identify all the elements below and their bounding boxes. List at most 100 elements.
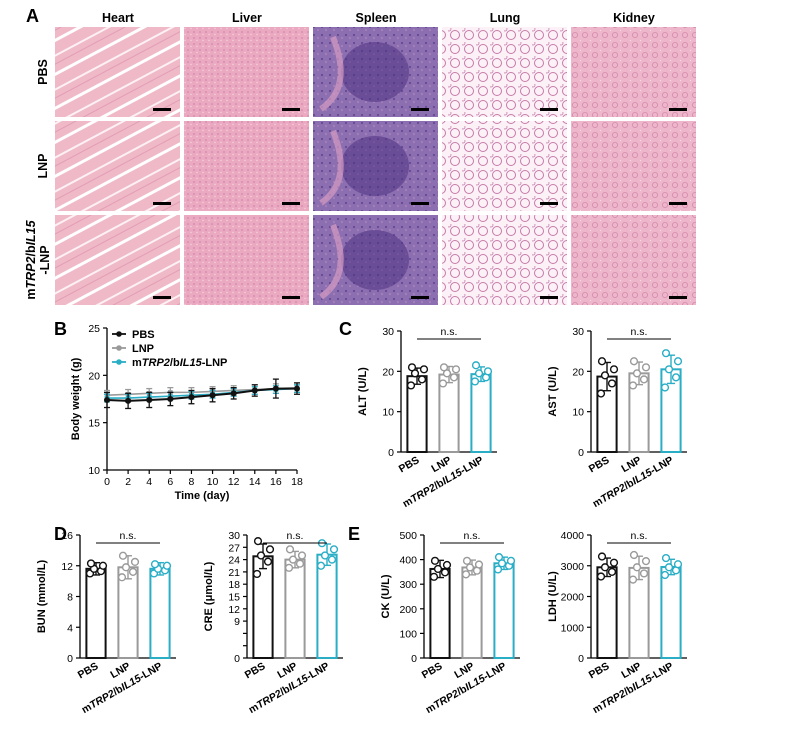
category-label: PBS (587, 660, 612, 681)
scale-bar (669, 296, 687, 299)
y-tick-label: 200 (399, 604, 417, 616)
category-label: PBS (243, 660, 268, 681)
histology-tile-kidney-pbs (571, 27, 696, 117)
scale-bar (540, 108, 558, 111)
body-weight-chart: 10 15 20 25 0 2 4 6 8 10 12 14 16 18 Time (day) Body we… (70, 323, 303, 502)
bar (470, 373, 492, 454)
x-tick-label: 14 (249, 476, 261, 488)
data-point (297, 551, 307, 560)
significance-label: n.s. (631, 530, 648, 542)
data-point (597, 357, 607, 366)
data-point (465, 563, 475, 572)
data-point (597, 552, 607, 561)
data-point (600, 563, 610, 572)
histology-tile-lung-lnp (442, 121, 567, 211)
data-point (440, 568, 450, 577)
histology-tile-spleen-pbs (313, 27, 438, 117)
x-tick-label: 0 (104, 476, 110, 488)
panel-letter-c: C (339, 319, 352, 339)
data-point (117, 573, 127, 582)
spleen-follicle (341, 136, 409, 196)
y-tick-label: 21 (228, 567, 240, 579)
data-point (671, 373, 681, 382)
legend-label: LNP (132, 343, 154, 355)
y-tick-label: 0 (578, 447, 584, 459)
data-point (316, 561, 326, 570)
data-point (162, 561, 172, 570)
data-point (664, 563, 674, 572)
y-tick-label: 27 (228, 542, 240, 554)
data-point (121, 563, 131, 572)
row-label-lnp: LNP (36, 154, 50, 179)
data-point (130, 557, 140, 567)
histology-tile-spleen-treated (313, 215, 438, 305)
data-point (104, 396, 110, 403)
x-axis-title: Time (day) (175, 490, 230, 502)
data-point (442, 560, 452, 570)
data-point (673, 357, 683, 366)
scale-bar (669, 202, 687, 205)
row-label-treated: mTRP2/bIL15 (24, 219, 38, 299)
histology-grid: Heart Liver Spleen Lung Kidney PBS LNP mTR… (24, 11, 696, 305)
bar (493, 562, 515, 659)
data-point (461, 570, 471, 579)
tile-fill (571, 121, 696, 211)
data-point (439, 363, 449, 372)
data-point (256, 551, 266, 560)
bar (596, 566, 618, 659)
panel-letter-a: A (26, 6, 39, 26)
y-tick-label: 30 (382, 326, 394, 338)
category-label: PBS (587, 454, 612, 475)
category-label: PBS (397, 454, 422, 475)
x-tick-label: 10 (207, 476, 219, 488)
data-point (288, 555, 298, 564)
bar (284, 558, 306, 659)
data-point (263, 557, 273, 566)
scale-bar (282, 108, 300, 111)
data-point (474, 560, 484, 569)
x-tick-label: 16 (270, 476, 282, 488)
data-point (188, 394, 195, 401)
data-point (284, 563, 294, 572)
y-axis-title: CRE (μmol/L) (203, 561, 215, 631)
histology-tiles (55, 27, 696, 305)
y-tick-label: 20 (88, 370, 100, 382)
y-tick-label: 24 (228, 555, 240, 567)
y-tick-label: 2000 (561, 592, 585, 604)
data-point (128, 567, 138, 577)
y-tick-label: 15 (228, 592, 240, 604)
data-point (628, 381, 638, 390)
data-point (596, 572, 606, 581)
significance-label: n.s. (441, 326, 458, 338)
data-point (664, 365, 674, 374)
data-point (673, 560, 683, 569)
data-point (118, 551, 128, 560)
data-point (150, 560, 160, 569)
data-point (406, 381, 416, 390)
data-point (451, 365, 461, 374)
category-label: PBS (76, 660, 101, 681)
scale-bar (153, 202, 171, 205)
y-tick-label: 4000 (561, 530, 585, 542)
y-tick-label: 12 (228, 604, 240, 616)
data-point (494, 553, 504, 562)
bar (85, 567, 107, 660)
bar (660, 565, 682, 659)
spleen-follicle (341, 230, 409, 290)
panel-letter-d: D (54, 524, 67, 544)
y-tick-label: 9 (234, 616, 240, 628)
tile-fill (184, 215, 309, 305)
data-point (230, 390, 237, 397)
tile-fill (442, 27, 567, 117)
bar (149, 567, 171, 660)
data-point (596, 389, 606, 398)
data-point (493, 565, 503, 574)
scale-bar (153, 296, 171, 299)
data-point (430, 556, 440, 565)
legend-marker (116, 359, 122, 365)
y-tick-label: 1000 (561, 622, 585, 634)
data-point (294, 385, 300, 392)
data-point (607, 567, 617, 577)
spleen-follicle (341, 42, 409, 102)
